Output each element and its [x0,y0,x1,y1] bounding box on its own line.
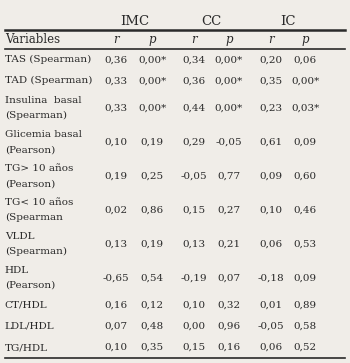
Text: 0,07: 0,07 [217,273,240,282]
Text: VLDL: VLDL [5,232,34,241]
Text: 0,09: 0,09 [294,273,317,282]
Text: 0,58: 0,58 [294,322,317,331]
Text: TAS (Spearman): TAS (Spearman) [5,55,91,64]
Text: CT/HDL: CT/HDL [5,301,48,310]
Text: (Pearson): (Pearson) [5,145,55,154]
Text: 0,00*: 0,00* [138,56,167,64]
Text: IMC: IMC [120,15,149,28]
Text: 0,60: 0,60 [294,172,317,181]
Text: 0,46: 0,46 [294,206,317,215]
Text: 0,13: 0,13 [104,240,127,249]
Text: 0,10: 0,10 [104,343,127,352]
Text: -0,05: -0,05 [181,172,208,181]
Text: 0,06: 0,06 [259,240,282,249]
Text: 0,15: 0,15 [183,343,206,352]
Text: 0,29: 0,29 [183,138,206,147]
Text: p: p [301,33,309,46]
Text: 0,00: 0,00 [183,322,206,331]
Text: 0,19: 0,19 [104,172,127,181]
Text: CC: CC [201,15,222,28]
Text: 0,15: 0,15 [183,206,206,215]
Text: TAD (Spearman): TAD (Spearman) [5,76,92,85]
Text: 0,13: 0,13 [183,240,206,249]
Text: (Pearson): (Pearson) [5,281,55,290]
Text: 0,03*: 0,03* [291,104,319,113]
Text: 0,53: 0,53 [294,240,317,249]
Text: 0,09: 0,09 [294,138,317,147]
Text: TG> 10 años: TG> 10 años [5,164,73,173]
Text: 0,07: 0,07 [104,322,127,331]
Text: 0,21: 0,21 [217,240,240,249]
Text: 0,34: 0,34 [183,56,206,64]
Text: 0,20: 0,20 [259,56,282,64]
Text: 0,23: 0,23 [259,104,282,113]
Text: 0,09: 0,09 [259,172,282,181]
Text: 0,36: 0,36 [183,76,206,85]
Text: (Spearman: (Spearman [5,213,63,222]
Text: HDL: HDL [5,266,29,275]
Text: 0,16: 0,16 [104,301,127,310]
Text: Insulina  basal: Insulina basal [5,97,82,105]
Text: 0,19: 0,19 [141,138,164,147]
Text: 0,00*: 0,00* [215,56,243,64]
Text: 0,96: 0,96 [217,322,240,331]
Text: (Spearman): (Spearman) [5,247,67,256]
Text: r: r [268,33,273,46]
Text: 0,36: 0,36 [104,56,127,64]
Text: 0,35: 0,35 [141,343,164,352]
Text: 0,32: 0,32 [217,301,240,310]
Text: Variables: Variables [5,33,60,46]
Text: -0,18: -0,18 [257,273,284,282]
Text: 0,35: 0,35 [259,76,282,85]
Text: p: p [225,33,232,46]
Text: 0,86: 0,86 [141,206,164,215]
Text: LDL/HDL: LDL/HDL [5,322,55,331]
Text: 0,12: 0,12 [141,301,164,310]
Text: -0,19: -0,19 [181,273,208,282]
Text: 0,02: 0,02 [104,206,127,215]
Text: -0,65: -0,65 [103,273,129,282]
Text: -0,05: -0,05 [216,138,242,147]
Text: 0,77: 0,77 [217,172,240,181]
Text: 0,27: 0,27 [217,206,240,215]
Text: 0,52: 0,52 [294,343,317,352]
Text: (Spearman): (Spearman) [5,111,67,121]
Text: IC: IC [280,15,296,28]
Text: TG< 10 años: TG< 10 años [5,198,73,207]
Text: 0,10: 0,10 [259,206,282,215]
Text: 0,48: 0,48 [141,322,164,331]
Text: 0,25: 0,25 [141,172,164,181]
Text: 0,00*: 0,00* [138,104,167,113]
Text: r: r [191,33,197,46]
Text: 0,33: 0,33 [104,76,127,85]
Text: Glicemia basal: Glicemia basal [5,130,82,139]
Text: -0,05: -0,05 [257,322,284,331]
Text: 0,10: 0,10 [183,301,206,310]
Text: 0,00*: 0,00* [215,104,243,113]
Text: 0,00*: 0,00* [215,76,243,85]
Text: 0,16: 0,16 [217,343,240,352]
Text: 0,00*: 0,00* [291,76,319,85]
Text: 0,54: 0,54 [141,273,164,282]
Text: 0,06: 0,06 [259,343,282,352]
Text: (Pearson): (Pearson) [5,179,55,188]
Text: 0,44: 0,44 [183,104,206,113]
Text: 0,19: 0,19 [141,240,164,249]
Text: 0,61: 0,61 [259,138,282,147]
Text: 0,06: 0,06 [294,56,317,64]
Text: TG/HDL: TG/HDL [5,343,48,352]
Text: r: r [113,33,119,46]
Text: p: p [149,33,156,46]
Text: 0,10: 0,10 [104,138,127,147]
Text: 0,89: 0,89 [294,301,317,310]
Text: 0,00*: 0,00* [138,76,167,85]
Text: 0,01: 0,01 [259,301,282,310]
Text: 0,33: 0,33 [104,104,127,113]
